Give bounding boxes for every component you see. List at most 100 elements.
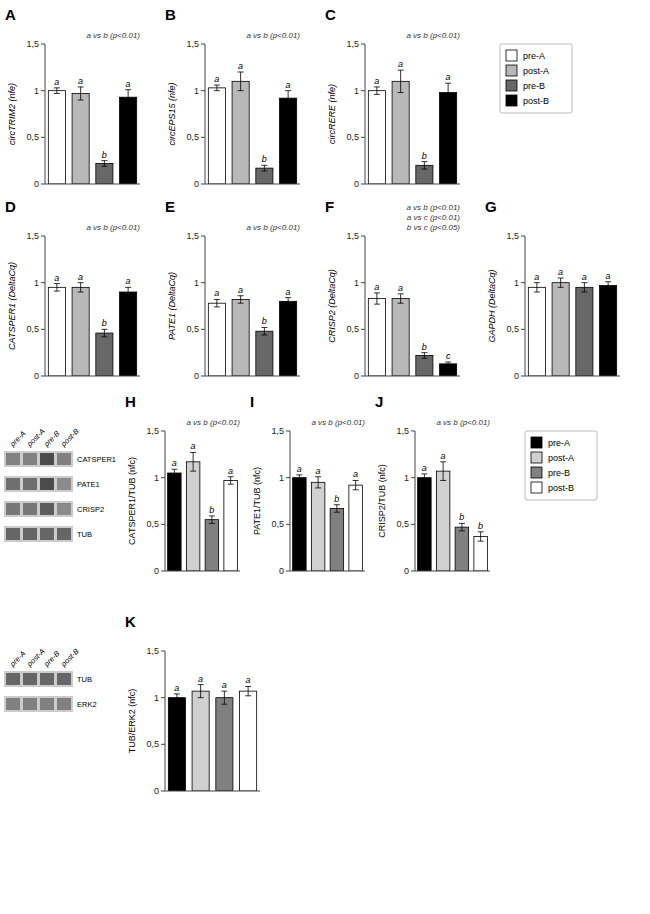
panel-label: H	[125, 393, 136, 410]
row-label: TUB	[77, 675, 92, 684]
annotation-line: a vs b (p<0.01)	[86, 31, 140, 40]
x-axis	[365, 184, 460, 185]
annotation-line: a vs b (p<0.01)	[406, 203, 460, 212]
blot-band	[40, 478, 54, 490]
panel-label: A	[5, 6, 16, 23]
error-bar	[190, 452, 196, 471]
blot-band	[23, 503, 37, 515]
y-axis	[525, 236, 526, 376]
y-tick	[201, 236, 205, 237]
marks	[208, 72, 296, 184]
y-tick	[361, 44, 365, 45]
annotation: a vs b (p<0.01)	[311, 418, 365, 427]
y-tick-label: 0	[279, 566, 284, 576]
significance-letter: a	[214, 74, 219, 84]
significance-letter: a	[191, 441, 196, 451]
y-axis-label: CATSPER1/TUB (nfc)	[127, 457, 137, 545]
blot-band	[6, 453, 20, 465]
error-bar	[445, 83, 451, 102]
y-tick-label: 1,5	[26, 231, 39, 241]
annotation: a vs b (p<0.01)a vs c (p<0.01)b vs c (p<…	[406, 203, 460, 232]
significance-letter: b	[422, 151, 427, 161]
bar	[72, 287, 89, 376]
x-axis	[45, 376, 140, 377]
y-axis-label: CRISP2/TUB (nfc)	[377, 464, 387, 538]
bar	[48, 287, 65, 376]
bar	[330, 508, 344, 571]
error-bar	[440, 462, 446, 481]
panel: Fa vs b (p<0.01)a vs c (p<0.01)b vs c (p…	[325, 198, 460, 381]
bar	[600, 285, 617, 376]
annotation-line: a vs b (p<0.01)	[86, 223, 140, 232]
y-tick	[411, 477, 415, 478]
panel: Ca vs b (p<0.01)00,511,5circRERE (nfe)aa…	[325, 6, 460, 189]
bar	[293, 478, 307, 571]
error-bar	[171, 469, 177, 476]
marks	[168, 685, 256, 791]
bar	[576, 287, 593, 376]
y-tick	[161, 744, 165, 745]
y-tick-label: 0,5	[146, 519, 159, 529]
y-tick-label: 1,5	[146, 646, 159, 656]
y-tick-label: 0	[404, 566, 409, 576]
blot-band	[6, 478, 20, 490]
error-bar	[238, 72, 244, 91]
significance-letter: a	[174, 683, 179, 693]
x-axis	[45, 184, 140, 185]
y-tick-label: 0,5	[146, 739, 159, 749]
blot-strip	[4, 526, 73, 542]
y-axis-label: PATE1/TUB (nfc)	[252, 467, 262, 535]
y-tick-label: 1,5	[26, 39, 39, 49]
y-tick-label: 0	[514, 371, 519, 381]
y-tick	[201, 329, 205, 330]
y-tick-label: 1,5	[146, 426, 159, 436]
legend-swatch	[531, 437, 542, 448]
legend: pre-Apost-Apre-Bpost-B	[525, 431, 597, 500]
y-tick	[161, 431, 165, 432]
error-bar	[421, 474, 427, 481]
y-tick-label: 0,5	[186, 324, 199, 334]
error-bar	[221, 691, 227, 704]
significance-letter: a	[606, 271, 611, 281]
panel-label: J	[375, 393, 383, 410]
y-axis-label: CATSPER1 (DeltaCq)	[7, 262, 17, 350]
y-tick	[161, 791, 165, 792]
significance-letter: c	[446, 351, 451, 361]
significance-letter: a	[422, 463, 427, 473]
row-label: ERK2	[77, 700, 97, 709]
blot-band	[6, 673, 20, 685]
y-tick	[201, 184, 205, 185]
legend-entry: post-A	[548, 453, 574, 463]
annotation: a vs b (p<0.01)	[246, 31, 300, 40]
row-label: CATSPER1	[77, 455, 116, 464]
error-bar	[534, 283, 540, 292]
significance-letter: a	[54, 273, 59, 283]
y-axis	[365, 236, 366, 376]
error-bar	[101, 161, 107, 167]
y-tick	[41, 90, 45, 91]
bar	[224, 480, 238, 571]
significance-letter: a	[286, 287, 291, 297]
y-tick-label: 0	[154, 566, 159, 576]
y-tick-label: 1	[194, 86, 199, 96]
y-axis-label: circRERE (nfe)	[327, 84, 337, 144]
annotation: a vs b (p<0.01)	[186, 418, 240, 427]
panel: Aa vs b (p<0.01)00,511,5circTRIM2 (nfe)a…	[5, 6, 140, 189]
bar	[216, 698, 233, 791]
significance-letter: a	[353, 469, 358, 479]
marks	[48, 283, 136, 376]
error-bar	[214, 299, 220, 306]
bar	[440, 93, 457, 184]
y-tick-label: 0,5	[26, 132, 39, 142]
x-axis	[165, 791, 260, 792]
row-label: PATE1	[77, 480, 100, 489]
blot-band	[40, 453, 54, 465]
significance-letter: a	[198, 674, 203, 684]
annotation-line: b vs c (p<0.05)	[407, 223, 460, 232]
significance-letter: b	[102, 150, 107, 160]
bar	[205, 520, 219, 571]
y-tick	[161, 651, 165, 652]
significance-letter: b	[262, 316, 267, 326]
blot-strip	[4, 696, 73, 712]
y-tick-label: 1	[34, 278, 39, 288]
